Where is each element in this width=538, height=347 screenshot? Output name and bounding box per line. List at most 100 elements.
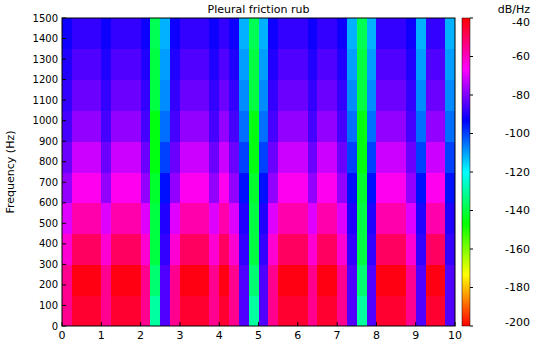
cell <box>249 234 259 265</box>
cell <box>160 80 170 111</box>
cell <box>426 80 436 111</box>
cell <box>337 49 347 80</box>
y-tick-label: 800 <box>39 156 58 167</box>
cell <box>308 234 318 265</box>
cell <box>259 203 269 234</box>
x-tick <box>376 322 377 326</box>
x-tick <box>337 322 338 326</box>
cell <box>327 203 337 234</box>
y-tick-label: 900 <box>39 136 58 147</box>
cell <box>200 49 210 80</box>
colorbar-tick-label: -140 <box>505 204 530 217</box>
y-tick-label: 300 <box>39 259 58 270</box>
cell <box>219 110 229 141</box>
cell <box>406 172 416 203</box>
x-tick-label: 2 <box>137 329 144 342</box>
cell <box>101 203 111 234</box>
cell <box>180 234 190 265</box>
cell <box>150 80 160 111</box>
cell <box>180 203 190 234</box>
cell <box>357 141 367 172</box>
cell <box>239 18 249 49</box>
cell <box>141 234 151 265</box>
cell <box>131 264 141 295</box>
cell <box>327 234 337 265</box>
cell <box>445 80 455 111</box>
cell <box>435 172 445 203</box>
y-tick <box>62 326 66 327</box>
cell <box>200 172 210 203</box>
cell <box>347 80 357 111</box>
cell <box>180 49 190 80</box>
cell <box>150 172 160 203</box>
x-tick-label: 1 <box>98 329 105 342</box>
cell <box>259 110 269 141</box>
cell <box>376 295 386 326</box>
cell <box>416 141 426 172</box>
cell <box>357 49 367 80</box>
colorbar-tick-label: -40 <box>512 16 530 29</box>
cell <box>131 18 141 49</box>
cell <box>416 18 426 49</box>
cell <box>62 203 72 234</box>
cell <box>308 80 318 111</box>
cell <box>72 80 82 111</box>
cell <box>445 295 455 326</box>
y-tick <box>62 182 66 183</box>
cell <box>406 110 416 141</box>
cell <box>62 264 72 295</box>
cell <box>445 18 455 49</box>
cell <box>327 295 337 326</box>
cell <box>170 80 180 111</box>
cell <box>386 295 396 326</box>
cell <box>347 295 357 326</box>
cell <box>268 203 278 234</box>
cell <box>259 49 269 80</box>
cell <box>111 203 121 234</box>
cell <box>327 141 337 172</box>
colorbar-tick <box>470 172 473 173</box>
y-tick <box>62 141 66 142</box>
cell <box>131 141 141 172</box>
cell <box>190 18 200 49</box>
y-tick-label: 1500 <box>33 13 58 24</box>
cell <box>268 172 278 203</box>
cell <box>416 110 426 141</box>
cell <box>278 295 288 326</box>
cell <box>317 172 327 203</box>
x-tick <box>415 322 416 326</box>
cell <box>396 295 406 326</box>
cell <box>190 80 200 111</box>
cell <box>288 295 298 326</box>
cell <box>249 295 259 326</box>
cell <box>259 234 269 265</box>
cell <box>376 234 386 265</box>
cell <box>435 295 445 326</box>
cell <box>249 141 259 172</box>
cell <box>298 203 308 234</box>
cell <box>445 203 455 234</box>
cell <box>416 80 426 111</box>
x-tick-label: 3 <box>176 329 183 342</box>
cell <box>200 80 210 111</box>
cell <box>396 80 406 111</box>
x-tick-label: 8 <box>373 329 380 342</box>
cell <box>278 264 288 295</box>
cell <box>72 18 82 49</box>
cell <box>190 264 200 295</box>
cell <box>170 110 180 141</box>
cell <box>219 234 229 265</box>
cell <box>396 172 406 203</box>
x-tick-label: 10 <box>448 329 462 342</box>
cell <box>200 264 210 295</box>
cell <box>121 172 131 203</box>
cell <box>239 172 249 203</box>
cell <box>239 264 249 295</box>
cell <box>101 295 111 326</box>
cell <box>357 80 367 111</box>
colorbar <box>462 18 470 326</box>
y-tick-label: 600 <box>39 197 58 208</box>
cell <box>141 295 151 326</box>
cell <box>288 49 298 80</box>
cell <box>150 141 160 172</box>
